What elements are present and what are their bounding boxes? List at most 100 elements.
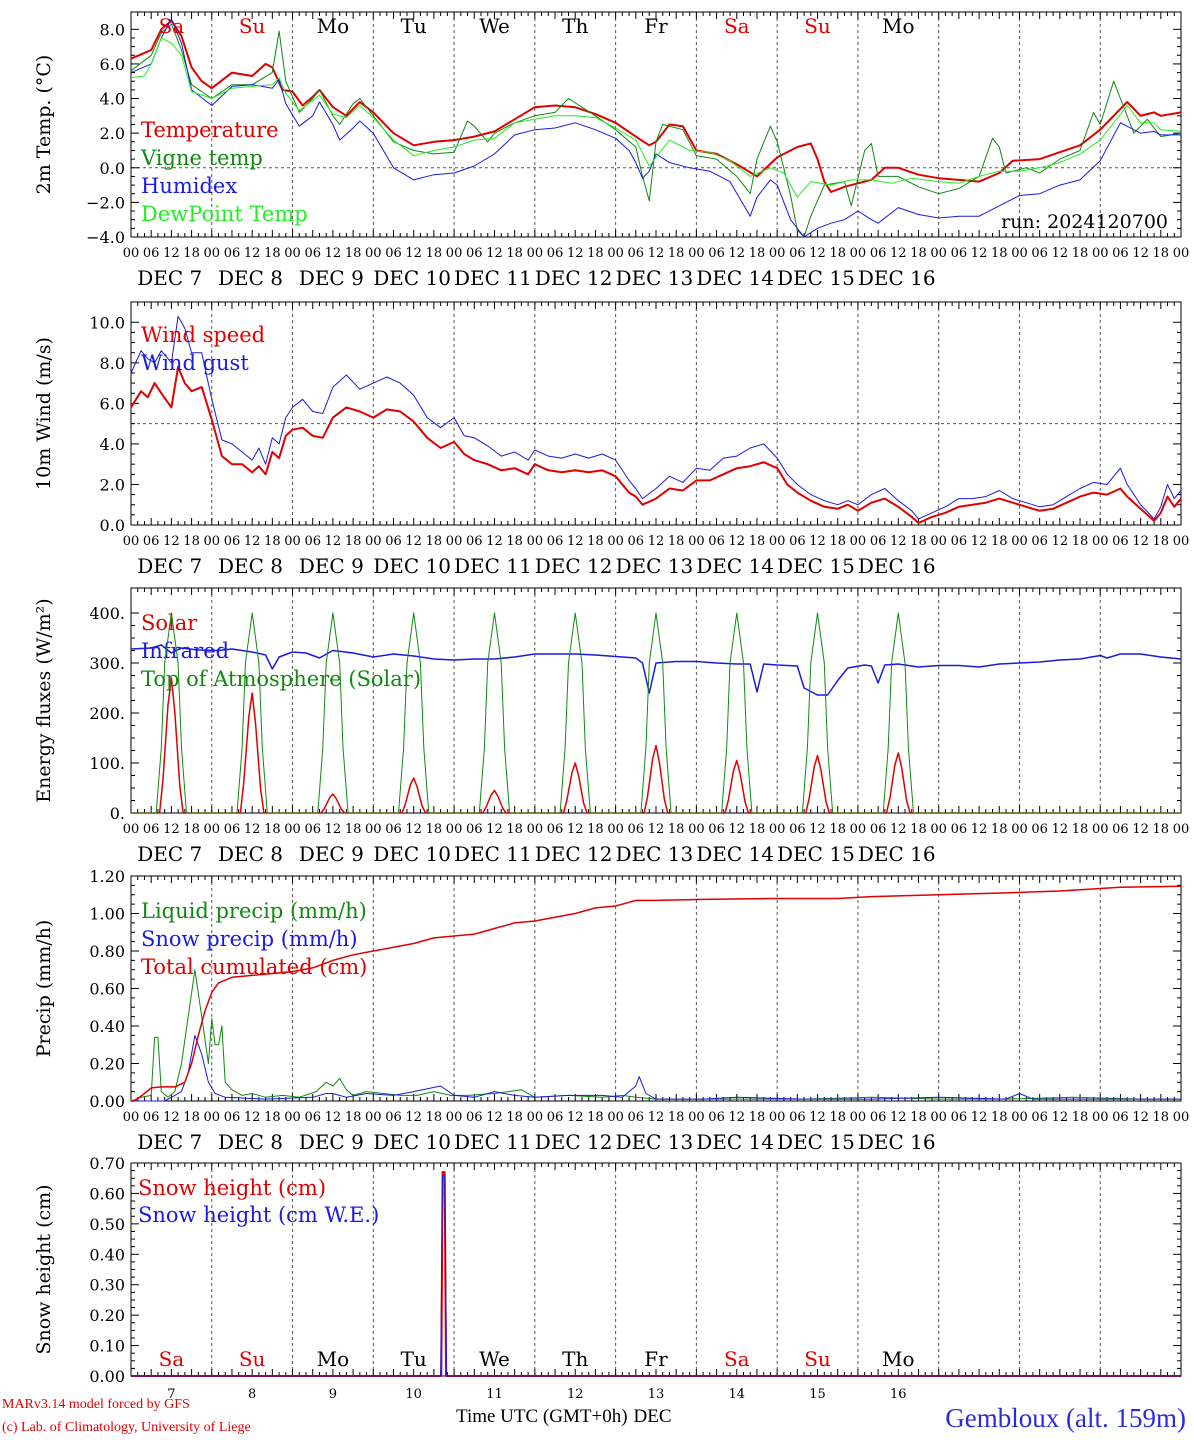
hour-tick-label: 06: [143, 534, 160, 549]
hour-tick-label: 12: [890, 534, 907, 549]
hour-tick-label: 18: [426, 1110, 443, 1125]
hour-tick-label: 12: [486, 822, 503, 837]
hour-tick-label: 12: [163, 534, 180, 549]
y-axis-label: Energy fluxes (W/m²): [33, 598, 55, 802]
hour-tick-label: 18: [668, 822, 685, 837]
run-annotation: run: 2024120700: [1001, 211, 1168, 233]
legend-entry: Wind gust: [141, 351, 249, 375]
weekday-label: Tu: [401, 1347, 427, 1371]
hour-tick-label: 12: [1132, 1110, 1149, 1125]
hour-tick-label: 06: [143, 1110, 160, 1125]
hour-tick-label: 00: [930, 534, 947, 549]
y-tick-label: 6.0: [100, 394, 125, 413]
hour-tick-label: 00: [850, 822, 867, 837]
day-number-label: 9: [329, 1387, 337, 1402]
y-tick-label: 400.: [89, 604, 125, 623]
hour-tick-label: 12: [971, 246, 988, 261]
y-tick-label: 100.: [89, 754, 125, 773]
hour-tick-label: 06: [1031, 822, 1048, 837]
hour-tick-label: 12: [890, 246, 907, 261]
hour-tick-label: 18: [587, 822, 604, 837]
panel-frame: [130, 587, 1182, 814]
hour-tick-label: 12: [890, 1110, 907, 1125]
hour-tick-label: 06: [628, 534, 645, 549]
date-label: DEC 10: [373, 1130, 451, 1154]
hour-tick-label: 12: [971, 534, 988, 549]
hour-tick-label: 18: [910, 822, 927, 837]
hour-tick-label: 12: [809, 822, 826, 837]
hour-tick-label: 06: [385, 246, 402, 261]
legend-entry: Top of Atmosphere (Solar): [141, 667, 421, 691]
hour-tick-label: 00: [1092, 822, 1109, 837]
hour-tick-label: 12: [244, 534, 261, 549]
y-tick-label: 0.50: [89, 1215, 125, 1234]
y-tick-label: 2.0: [100, 475, 125, 494]
day-number-label: 16: [890, 1387, 907, 1402]
weekday-label: Mo: [882, 1347, 915, 1371]
y-tick-label: 0.: [110, 804, 125, 823]
hour-tick-label: 00: [123, 534, 140, 549]
date-label: DEC 12: [535, 1130, 613, 1154]
y-axis-label: 2m Temp. (°C): [33, 55, 55, 195]
hour-tick-label: 06: [547, 246, 564, 261]
y-tick-label: 0.0: [100, 516, 125, 535]
day-number-label: 13: [648, 1387, 665, 1402]
date-label: DEC 15: [777, 266, 855, 290]
date-label: DEC 7: [137, 1130, 202, 1154]
hour-tick-label: 00: [1092, 534, 1109, 549]
hour-tick-label: 12: [728, 1110, 745, 1125]
date-label: DEC 16: [858, 842, 936, 866]
series-line: [130, 37, 1182, 198]
date-label: DEC 9: [299, 1130, 364, 1154]
y-tick-label: 1.20: [89, 867, 125, 886]
weekday-label: Su: [239, 14, 266, 38]
hour-tick-label: 06: [789, 1110, 806, 1125]
hour-tick-label: 06: [385, 822, 402, 837]
series-line: [131, 1174, 1181, 1377]
hour-tick-label: 12: [486, 1110, 503, 1125]
legend-entry: Snow height (cm W.E.): [138, 1203, 379, 1227]
weekday-label: Sa: [724, 14, 750, 38]
hour-tick-label: 12: [163, 822, 180, 837]
y-tick-label: 0.40: [89, 1017, 125, 1036]
hour-tick-label: 12: [809, 1110, 826, 1125]
hour-tick-label: 00: [850, 246, 867, 261]
station-name: Gembloux (alt. 159m): [945, 1403, 1186, 1433]
series-line: [130, 365, 1182, 524]
hour-tick-label: 18: [426, 246, 443, 261]
hour-tick-label: 00: [446, 534, 463, 549]
y-tick-label: 0.00: [89, 1367, 125, 1386]
hour-tick-label: 12: [163, 246, 180, 261]
weekday-label: Sa: [724, 1347, 750, 1371]
date-label: DEC 8: [218, 842, 283, 866]
hour-tick-label: 06: [708, 1110, 725, 1125]
hour-tick-label: 18: [991, 822, 1008, 837]
series-line: [130, 315, 1182, 520]
legend-entry: DewPoint Temp: [141, 202, 308, 226]
weekday-label: Su: [239, 1347, 266, 1371]
hour-tick-label: 00: [446, 1110, 463, 1125]
legend-entry: Vigne temp: [140, 146, 263, 170]
date-label: DEC 10: [373, 554, 451, 578]
weekday-label: Mo: [882, 14, 915, 38]
hour-tick-label: 00: [203, 822, 220, 837]
hour-tick-label: 18: [426, 534, 443, 549]
hour-tick-label: 12: [567, 534, 584, 549]
date-label: DEC 14: [696, 1130, 774, 1154]
hour-tick-label: 00: [446, 246, 463, 261]
hour-tick-label: 06: [143, 822, 160, 837]
hour-tick-label: 00: [365, 246, 382, 261]
hour-tick-label: 06: [1031, 1110, 1048, 1125]
y-axis-label: 10m Wind (m/s): [33, 337, 55, 490]
hour-tick-label: 00: [688, 1110, 705, 1125]
hour-tick-label: 06: [304, 822, 321, 837]
date-label: DEC 13: [616, 842, 694, 866]
hour-tick-label: 12: [1052, 822, 1069, 837]
weekday-label: Sa: [159, 14, 185, 38]
hour-tick-label: 00: [1011, 822, 1028, 837]
institution-credit: (c) Lab. of Climatology, University of L…: [2, 1420, 251, 1435]
hour-tick-label: 06: [1112, 246, 1129, 261]
hour-tick-label: 18: [749, 534, 766, 549]
hour-tick-label: 12: [1052, 534, 1069, 549]
hour-tick-label: 18: [668, 246, 685, 261]
